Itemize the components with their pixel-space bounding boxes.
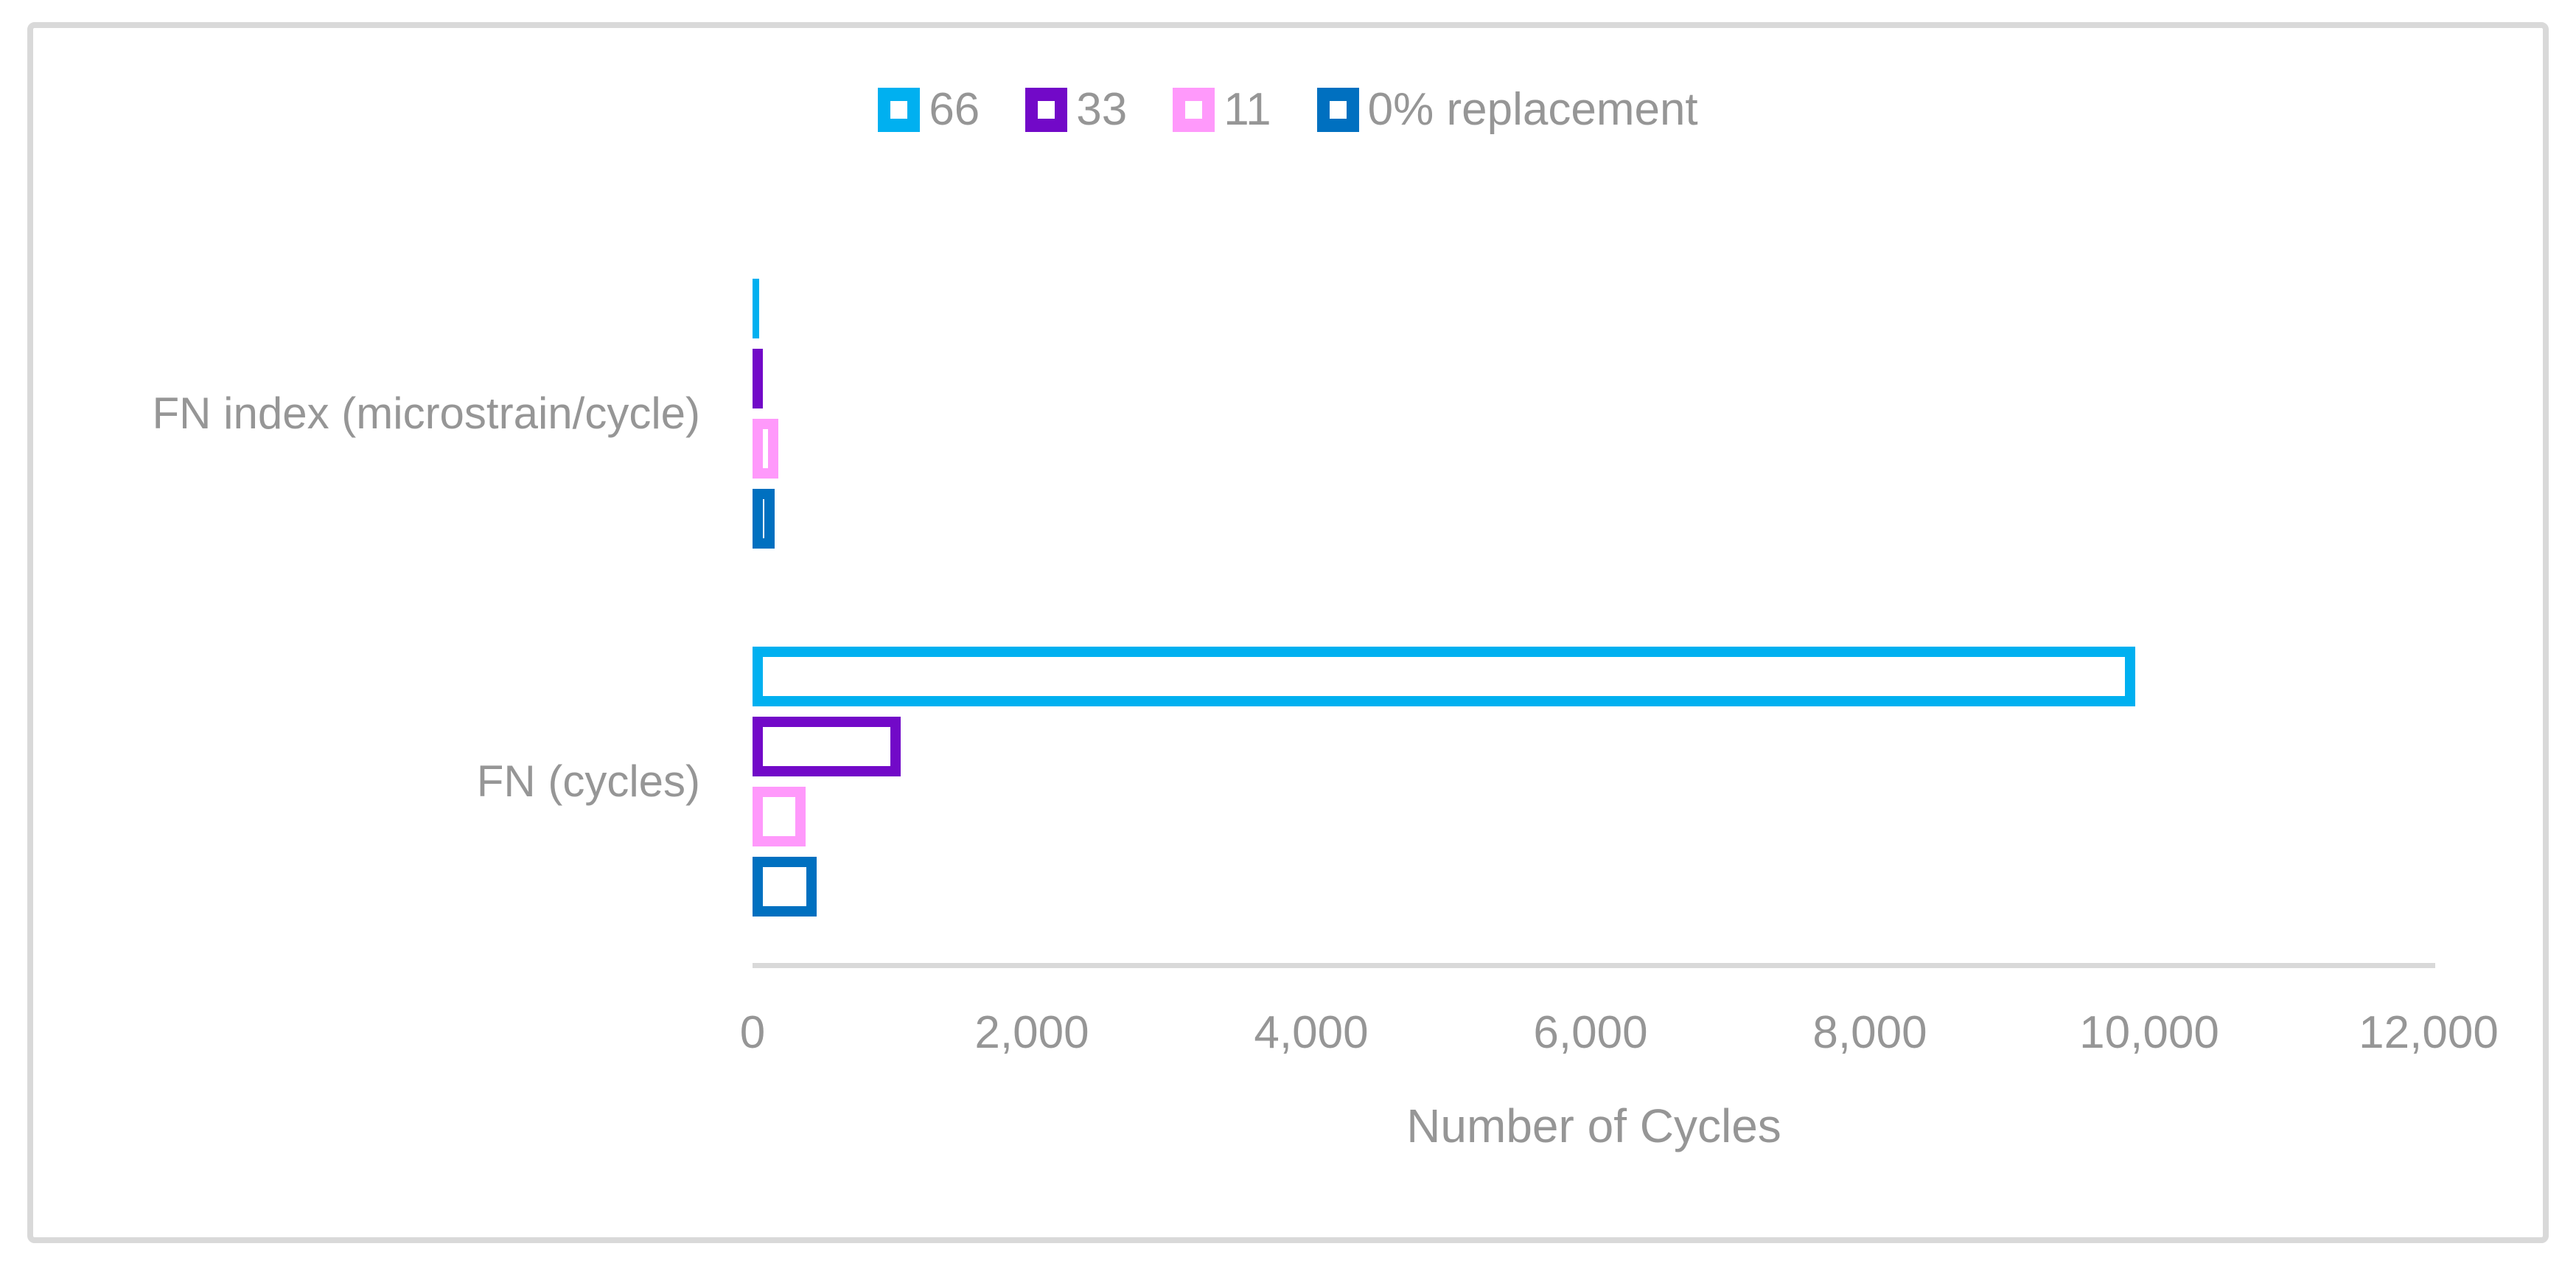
category-label: FN index (microstrain/cycle) [152,389,700,438]
x-tick-label: 12,000 [2359,1007,2499,1058]
bar-hollow-center [763,657,2125,696]
bar-0-replacement [753,489,775,549]
legend-swatch-hole [1185,101,1203,119]
legend-swatch-hole [1038,101,1055,119]
x-axis-title: Number of Cycles [1406,1099,1781,1152]
legend-swatch-icon [878,88,921,132]
bar-11 [753,419,778,479]
bar-hollow-center [763,727,890,766]
legend-item: 11 [1173,87,1271,133]
bar-hollow-center [763,867,806,906]
legend-item: 33 [1025,87,1127,133]
legend-swatch-icon [1173,88,1215,132]
bar-66 [753,647,2135,706]
bar-hollow-center [763,797,795,836]
x-tick-label: 4,000 [1254,1007,1369,1058]
bar-66 [753,279,759,338]
legend-label: 66 [929,84,980,135]
x-axis-line [753,963,2435,968]
x-tick-label: 6,000 [1533,1007,1648,1058]
legend-label: 0% replacement [1367,84,1698,135]
x-tick-label: 10,000 [2079,1007,2219,1058]
bar-hollow-center [763,499,764,538]
x-tick-label: 2,000 [974,1007,1089,1058]
bar-hollow-center [763,429,768,468]
chart-legend: 66 33 11 0% replacement [0,87,2576,133]
bar-11 [753,787,806,846]
bar-33 [753,717,901,776]
x-tick-label: 0 [739,1007,766,1058]
bar-33 [753,349,763,408]
legend-item: 66 [878,87,980,133]
legend-swatch-hole [890,101,908,119]
x-tick-label: 8,000 [1812,1007,1927,1058]
legend-item: 0% replacement [1316,84,1698,135]
legend-swatch-icon [1316,88,1359,132]
legend-swatch-icon [1025,88,1068,132]
bar-0-replacement [753,857,817,917]
legend-swatch-hole [1329,101,1347,119]
chart-frame [27,22,2549,1243]
legend-label: 11 [1224,84,1271,135]
category-label: FN (cycles) [476,757,700,806]
legend-label: 33 [1076,84,1128,135]
